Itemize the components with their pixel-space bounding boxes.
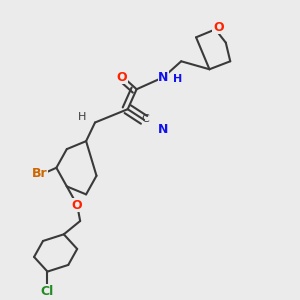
Text: C: C	[142, 113, 149, 124]
Text: N: N	[158, 123, 169, 136]
Text: O: O	[72, 199, 83, 212]
Text: Br: Br	[32, 167, 48, 180]
Text: O: O	[116, 71, 127, 84]
Text: N: N	[158, 71, 169, 84]
Text: Cl: Cl	[41, 285, 54, 298]
Text: H: H	[173, 74, 182, 84]
Text: H: H	[77, 112, 86, 122]
Text: O: O	[213, 21, 224, 34]
